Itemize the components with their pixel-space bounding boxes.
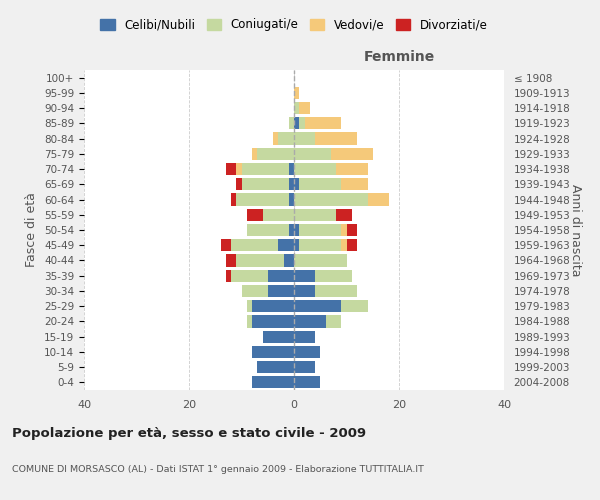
Bar [294,254,347,266]
Bar [252,376,294,388]
Bar [278,132,294,144]
Bar [294,208,336,221]
Y-axis label: Fasce di età: Fasce di età [25,192,38,268]
Bar [231,270,268,282]
Bar [294,300,341,312]
Bar [289,117,294,130]
Bar [294,316,325,328]
Bar [231,194,236,205]
Bar [278,239,294,252]
Bar [294,376,320,388]
Bar [289,224,294,236]
Bar [263,208,294,221]
Bar [341,178,367,190]
Bar [294,330,315,343]
Bar [284,254,294,266]
Bar [299,224,341,236]
Bar [236,194,289,205]
Bar [241,163,289,175]
Bar [336,208,352,221]
Bar [341,239,347,252]
Bar [367,194,389,205]
Bar [263,330,294,343]
Bar [294,148,331,160]
Bar [252,148,257,160]
Bar [247,300,252,312]
Bar [252,300,294,312]
Bar [236,178,241,190]
Bar [336,163,367,175]
Bar [268,285,294,297]
Text: COMUNE DI MORSASCO (AL) - Dati ISTAT 1° gennaio 2009 - Elaborazione TUTTITALIA.I: COMUNE DI MORSASCO (AL) - Dati ISTAT 1° … [12,465,424,474]
Bar [289,163,294,175]
Bar [247,316,252,328]
Bar [341,300,367,312]
Bar [294,117,299,130]
Text: Popolazione per età, sesso e stato civile - 2009: Popolazione per età, sesso e stato civil… [12,428,366,440]
Bar [226,254,236,266]
Bar [247,208,263,221]
Bar [231,239,278,252]
Bar [294,270,315,282]
Legend: Celibi/Nubili, Coniugati/e, Vedovi/e, Divorziati/e: Celibi/Nubili, Coniugati/e, Vedovi/e, Di… [100,18,488,32]
Bar [299,102,310,114]
Bar [252,316,294,328]
Bar [289,194,294,205]
Bar [257,148,294,160]
Bar [315,285,357,297]
Bar [257,361,294,373]
Bar [294,239,299,252]
Bar [315,132,357,144]
Bar [299,178,341,190]
Bar [226,270,231,282]
Bar [252,346,294,358]
Bar [299,117,305,130]
Bar [325,316,341,328]
Bar [289,178,294,190]
Bar [273,132,278,144]
Bar [236,163,241,175]
Bar [247,224,289,236]
Bar [236,254,284,266]
Bar [294,361,315,373]
Bar [347,224,357,236]
Bar [347,239,357,252]
Bar [294,285,315,297]
Bar [221,239,231,252]
Bar [294,224,299,236]
Bar [294,346,320,358]
Bar [294,87,299,99]
Bar [294,163,336,175]
Bar [226,163,236,175]
Y-axis label: Anni di nascita: Anni di nascita [569,184,581,276]
Text: Femmine: Femmine [364,50,434,64]
Bar [299,239,341,252]
Bar [294,102,299,114]
Bar [241,285,268,297]
Bar [305,117,341,130]
Bar [241,178,289,190]
Bar [294,194,367,205]
Bar [341,224,347,236]
Bar [268,270,294,282]
Bar [294,132,315,144]
Bar [331,148,373,160]
Bar [315,270,352,282]
Bar [294,178,299,190]
